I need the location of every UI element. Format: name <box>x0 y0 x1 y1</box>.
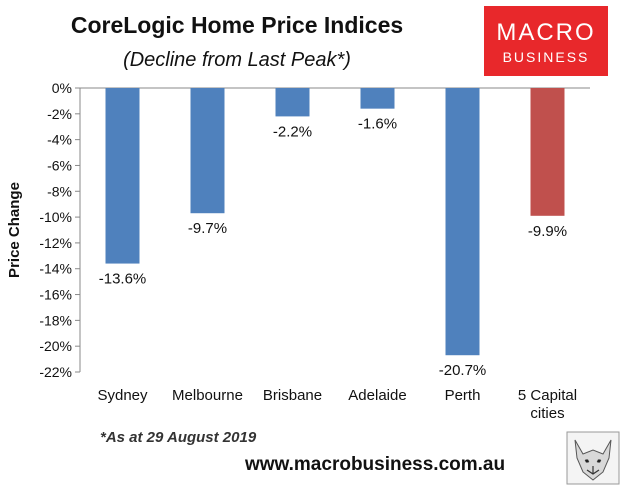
y-tick-label: -4% <box>47 132 72 148</box>
y-tick-label: -14% <box>39 261 72 277</box>
category-label: Brisbane <box>263 387 322 404</box>
y-tick-label: 0% <box>52 80 72 96</box>
data-label: -9.7% <box>188 220 227 237</box>
y-tick-label: -8% <box>47 183 72 199</box>
category-label: 5 Capital cities <box>518 387 577 422</box>
data-label: -1.6% <box>358 116 397 133</box>
bar <box>360 88 395 109</box>
y-tick-label: -16% <box>39 287 72 303</box>
source-url: www.macrobusiness.com.au <box>244 454 505 475</box>
y-tick-label: -22% <box>39 364 72 380</box>
y-tick-label: -18% <box>39 312 72 328</box>
wolf-head-icon <box>566 431 620 485</box>
chart-subtitle: (Decline from Last Peak*) <box>123 49 351 71</box>
y-tick-label: -10% <box>39 209 72 225</box>
footnote: *As at 29 August 2019 <box>100 429 257 446</box>
data-label: -9.9% <box>528 223 567 240</box>
bars <box>105 88 565 356</box>
category-labels: Sydney Melbourne Brisbane Adelaide Perth 5 Ca… <box>97 387 577 422</box>
y-tick-label: -12% <box>39 235 72 251</box>
y-tick-label: -20% <box>39 338 72 354</box>
chart-title: CoreLogic Home Price Indices <box>71 12 403 38</box>
y-axis-label: Price Change <box>6 182 23 278</box>
data-label: -13.6% <box>99 271 147 288</box>
category-label: Adelaide <box>348 387 406 404</box>
logo-background <box>484 6 608 76</box>
bar <box>275 88 310 117</box>
bar <box>530 88 565 216</box>
bar <box>105 88 140 264</box>
y-tick-label: -2% <box>47 106 72 122</box>
y-tick-label: -6% <box>47 157 72 173</box>
bar <box>190 88 225 214</box>
data-label: -20.7% <box>439 362 487 379</box>
data-label: -2.2% <box>273 123 312 140</box>
logo-line2: BUSINESS <box>503 49 590 65</box>
y-axis: 0% -2% -4% -6% -8% -10% -12% -14% -16% -18% -20% -2… <box>39 80 590 380</box>
logo-line1: MACRO <box>496 19 595 46</box>
macro-business-logo: MACRO BUSINESS <box>484 6 608 76</box>
category-label: Sydney <box>97 387 148 404</box>
bar <box>445 88 480 356</box>
data-labels: -13.6% -9.7% -2.2% -1.6% -20.7% -9.9% <box>99 116 567 380</box>
category-label: Melbourne <box>172 387 243 404</box>
category-label: Perth <box>445 387 481 404</box>
